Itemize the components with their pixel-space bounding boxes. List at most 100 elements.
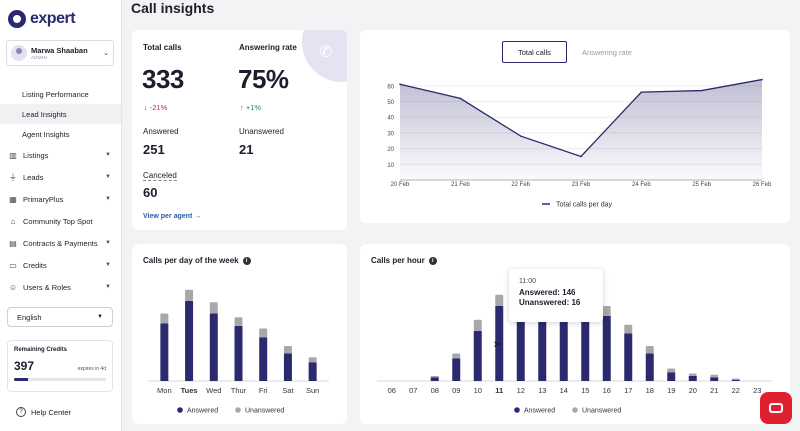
sidebar-item-listing-performance[interactable]: Listing Performance bbox=[0, 84, 121, 104]
card-title-text: Calls per day of the week bbox=[143, 256, 239, 265]
x-tick-label: Wed bbox=[206, 386, 221, 395]
x-tick-label: 09 bbox=[452, 386, 460, 395]
answering-rate-label: Answering rate bbox=[239, 43, 297, 52]
bar-unanswered bbox=[710, 374, 719, 378]
total-calls-label: Total calls bbox=[143, 43, 182, 52]
y-tick-label: 40 bbox=[387, 116, 394, 122]
language-select[interactable]: English ▼ bbox=[7, 307, 113, 327]
sidebar-item-label: PrimaryPlus bbox=[23, 194, 64, 204]
chart-tooltip: 11:00 Answered: 146 Unanswered: 16 bbox=[509, 269, 603, 322]
x-tick-label: Sat bbox=[282, 386, 294, 395]
trend-value: -21% bbox=[149, 103, 168, 112]
chat-icon bbox=[769, 403, 783, 413]
bar-answered bbox=[308, 362, 317, 381]
info-icon[interactable]: i bbox=[242, 256, 251, 265]
x-tick-label: 23 Feb bbox=[572, 182, 591, 188]
legend-swatch-unanswered bbox=[572, 407, 578, 413]
sidebar-item-credits[interactable]: ▭ Credits ▼ bbox=[0, 254, 121, 276]
chevron-down-icon: ▼ bbox=[105, 174, 111, 180]
sidebar-item-listings[interactable]: ▥ Listings ▼ bbox=[0, 144, 121, 166]
legend-label-unanswered: Unanswered bbox=[245, 408, 284, 415]
bar-answered bbox=[710, 377, 719, 381]
mouse-cursor-icon: ➤ bbox=[493, 339, 501, 349]
bar-answered bbox=[234, 326, 243, 381]
legend-label-answered: Answered bbox=[187, 408, 218, 415]
page-title: Call insights bbox=[131, 0, 215, 16]
chevron-down-icon: ▼ bbox=[97, 314, 103, 320]
canceled-label-text: Canceled bbox=[143, 171, 177, 181]
calls-per-day-title: Calls per day of the week i bbox=[143, 256, 251, 265]
sidebar-item-community-top-spot[interactable]: ⌂ Community Top Spot bbox=[0, 210, 121, 232]
arrow-down-icon: ↓ bbox=[144, 103, 150, 112]
x-tick-label: 14 bbox=[560, 386, 568, 395]
user-name: Marwa Shaaban bbox=[31, 46, 88, 55]
answering-rate-value: 75% bbox=[238, 64, 289, 94]
x-tick-label: 24 Feb bbox=[632, 182, 651, 188]
total-calls-trend: ↓ -21% bbox=[144, 103, 167, 112]
bar-unanswered bbox=[283, 346, 292, 354]
x-tick-label: 13 bbox=[538, 386, 546, 395]
sidebar-item-users-roles[interactable]: ☺ Users & Roles ▼ bbox=[0, 276, 121, 298]
sidebar-item-contracts-payments[interactable]: ▤ Contracts & Payments ▼ bbox=[0, 232, 121, 254]
bar-unanswered bbox=[645, 346, 654, 354]
legend-label-unanswered: Unanswered bbox=[582, 408, 621, 415]
sidebar-item-leads[interactable]: ⏚ Leads ▼ bbox=[0, 166, 121, 188]
data-point bbox=[761, 78, 763, 81]
logo[interactable]: expert bbox=[8, 10, 76, 28]
sidebar-item-label: Community Top Spot bbox=[23, 216, 93, 226]
logo-icon bbox=[8, 10, 26, 28]
total-calls-chart-card: Total calls Answering rate 10 20 30 40 50 60 2… bbox=[360, 30, 790, 223]
user-switcher[interactable]: Marwa Shaaban ADMIN ⌄ bbox=[6, 40, 114, 66]
sidebar-item-lead-insights[interactable]: Lead Insights bbox=[0, 104, 121, 124]
line-chart: 10 20 30 40 50 60 20 Feb 21 Feb 22 Feb 23 Feb 24 F… bbox=[387, 78, 772, 209]
chevron-down-icon: ▼ bbox=[105, 284, 111, 290]
users-icon: ☺ bbox=[8, 282, 18, 292]
bar-answered bbox=[473, 331, 482, 381]
y-tick-label: 60 bbox=[387, 84, 394, 90]
x-tick-label: 22 bbox=[732, 386, 740, 395]
unanswered-value: 21 bbox=[239, 142, 254, 157]
canceled-label[interactable]: Canceled bbox=[143, 171, 177, 181]
card-title-text: Calls per hour bbox=[371, 256, 425, 265]
calls-per-day-chart: Mon Tues Wed Thur Fri Sat Sun Answered Unanswere… bbox=[148, 289, 329, 415]
language-value: English bbox=[17, 312, 42, 322]
bar-answered bbox=[259, 337, 268, 381]
bar-unanswered bbox=[602, 306, 611, 316]
answering-rate-trend: ↑ +1% bbox=[240, 103, 261, 112]
view-per-agent-link[interactable]: View per agent → bbox=[143, 213, 202, 220]
x-tick-label: 20 bbox=[689, 386, 697, 395]
sidebar-nav: Listing Performance Lead Insights Agent … bbox=[0, 84, 121, 298]
sidebar-item-label: Leads bbox=[23, 172, 44, 182]
sidebar-item-agent-insights[interactable]: Agent Insights bbox=[0, 124, 121, 144]
x-tick-label: 16 bbox=[603, 386, 611, 395]
tab-total-calls[interactable]: Total calls bbox=[502, 41, 567, 63]
x-tick-label: 07 bbox=[409, 386, 417, 395]
bar-unanswered bbox=[185, 289, 194, 301]
bar-unanswered bbox=[452, 353, 461, 359]
avatar bbox=[11, 45, 27, 61]
funnel-icon: ⏚ bbox=[9, 172, 17, 182]
sidebar: expert Marwa Shaaban ADMIN ⌄ Listing Per… bbox=[0, 0, 122, 431]
bar-unanswered bbox=[209, 302, 218, 314]
chat-support-button[interactable] bbox=[760, 392, 792, 424]
bar-unanswered bbox=[259, 328, 268, 338]
x-tick-label: 18 bbox=[646, 386, 654, 395]
sidebar-item-primaryplus[interactable]: ▦ PrimaryPlus ▼ bbox=[0, 188, 121, 210]
data-point bbox=[700, 89, 703, 92]
data-point bbox=[399, 83, 401, 86]
info-icon[interactable]: i bbox=[428, 256, 437, 265]
legend-label-answered: Answered bbox=[524, 408, 555, 415]
bar-chart-icon: ▥ bbox=[9, 150, 17, 160]
bar-answered bbox=[495, 306, 504, 381]
remaining-credits-card: Remaining Credits 397 expires in 4d bbox=[7, 340, 113, 392]
tab-answering-rate[interactable]: Answering rate bbox=[581, 47, 632, 57]
bar-answered bbox=[559, 306, 568, 381]
data-point bbox=[640, 91, 643, 93]
logo-text: expert bbox=[30, 10, 76, 27]
x-tick-label: 21 bbox=[710, 386, 718, 395]
trend-value: +1% bbox=[245, 103, 262, 112]
chevron-down-icon: ⌄ bbox=[103, 50, 109, 57]
card-icon: ▭ bbox=[9, 260, 17, 270]
help-center-link[interactable]: ? Help Center bbox=[16, 407, 71, 417]
bar-unanswered bbox=[624, 324, 633, 334]
